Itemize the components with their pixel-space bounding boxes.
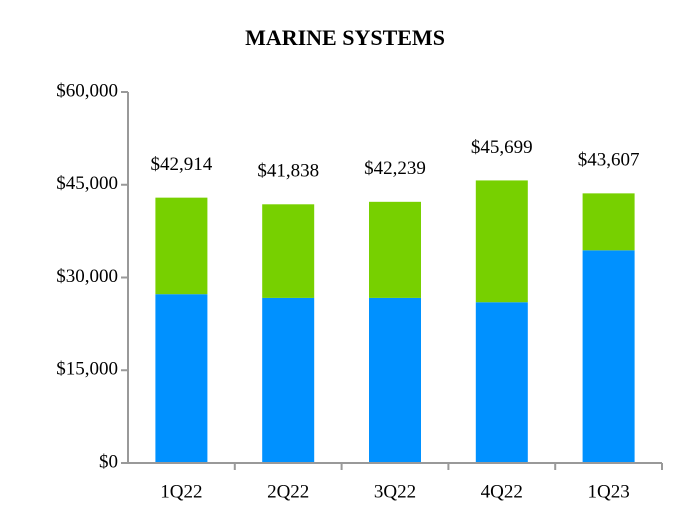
total-label: $41,838 xyxy=(257,161,319,182)
chart-title: MARINE SYSTEMS xyxy=(245,25,445,50)
total-label: $42,914 xyxy=(151,154,213,175)
y-tick-label: $0 xyxy=(99,451,118,472)
total-label: $43,607 xyxy=(578,150,640,171)
y-tick-label: $30,000 xyxy=(56,266,118,287)
bar-segment xyxy=(582,193,635,251)
bar-segment xyxy=(475,180,528,303)
bar-segment xyxy=(262,204,315,298)
bar-segment xyxy=(155,294,208,463)
y-tick-label: $45,000 xyxy=(56,173,118,194)
x-tick-label: 1Q23 xyxy=(587,481,629,502)
x-tick-label: 1Q22 xyxy=(160,481,202,502)
bar-segment xyxy=(155,197,208,295)
total-label: $45,699 xyxy=(471,137,533,158)
x-tick-label: 3Q22 xyxy=(374,481,416,502)
bar-segment xyxy=(369,297,421,463)
y-tick-label: $60,000 xyxy=(56,80,118,101)
bar-segment xyxy=(582,250,635,463)
bar-segment xyxy=(475,302,528,463)
bar-segment xyxy=(369,201,421,298)
x-tick-label: 2Q22 xyxy=(267,481,309,502)
x-tick-label: 4Q22 xyxy=(481,481,523,502)
bar-segment xyxy=(262,297,315,463)
total-label: $42,239 xyxy=(364,158,426,179)
y-tick-label: $15,000 xyxy=(56,359,118,380)
